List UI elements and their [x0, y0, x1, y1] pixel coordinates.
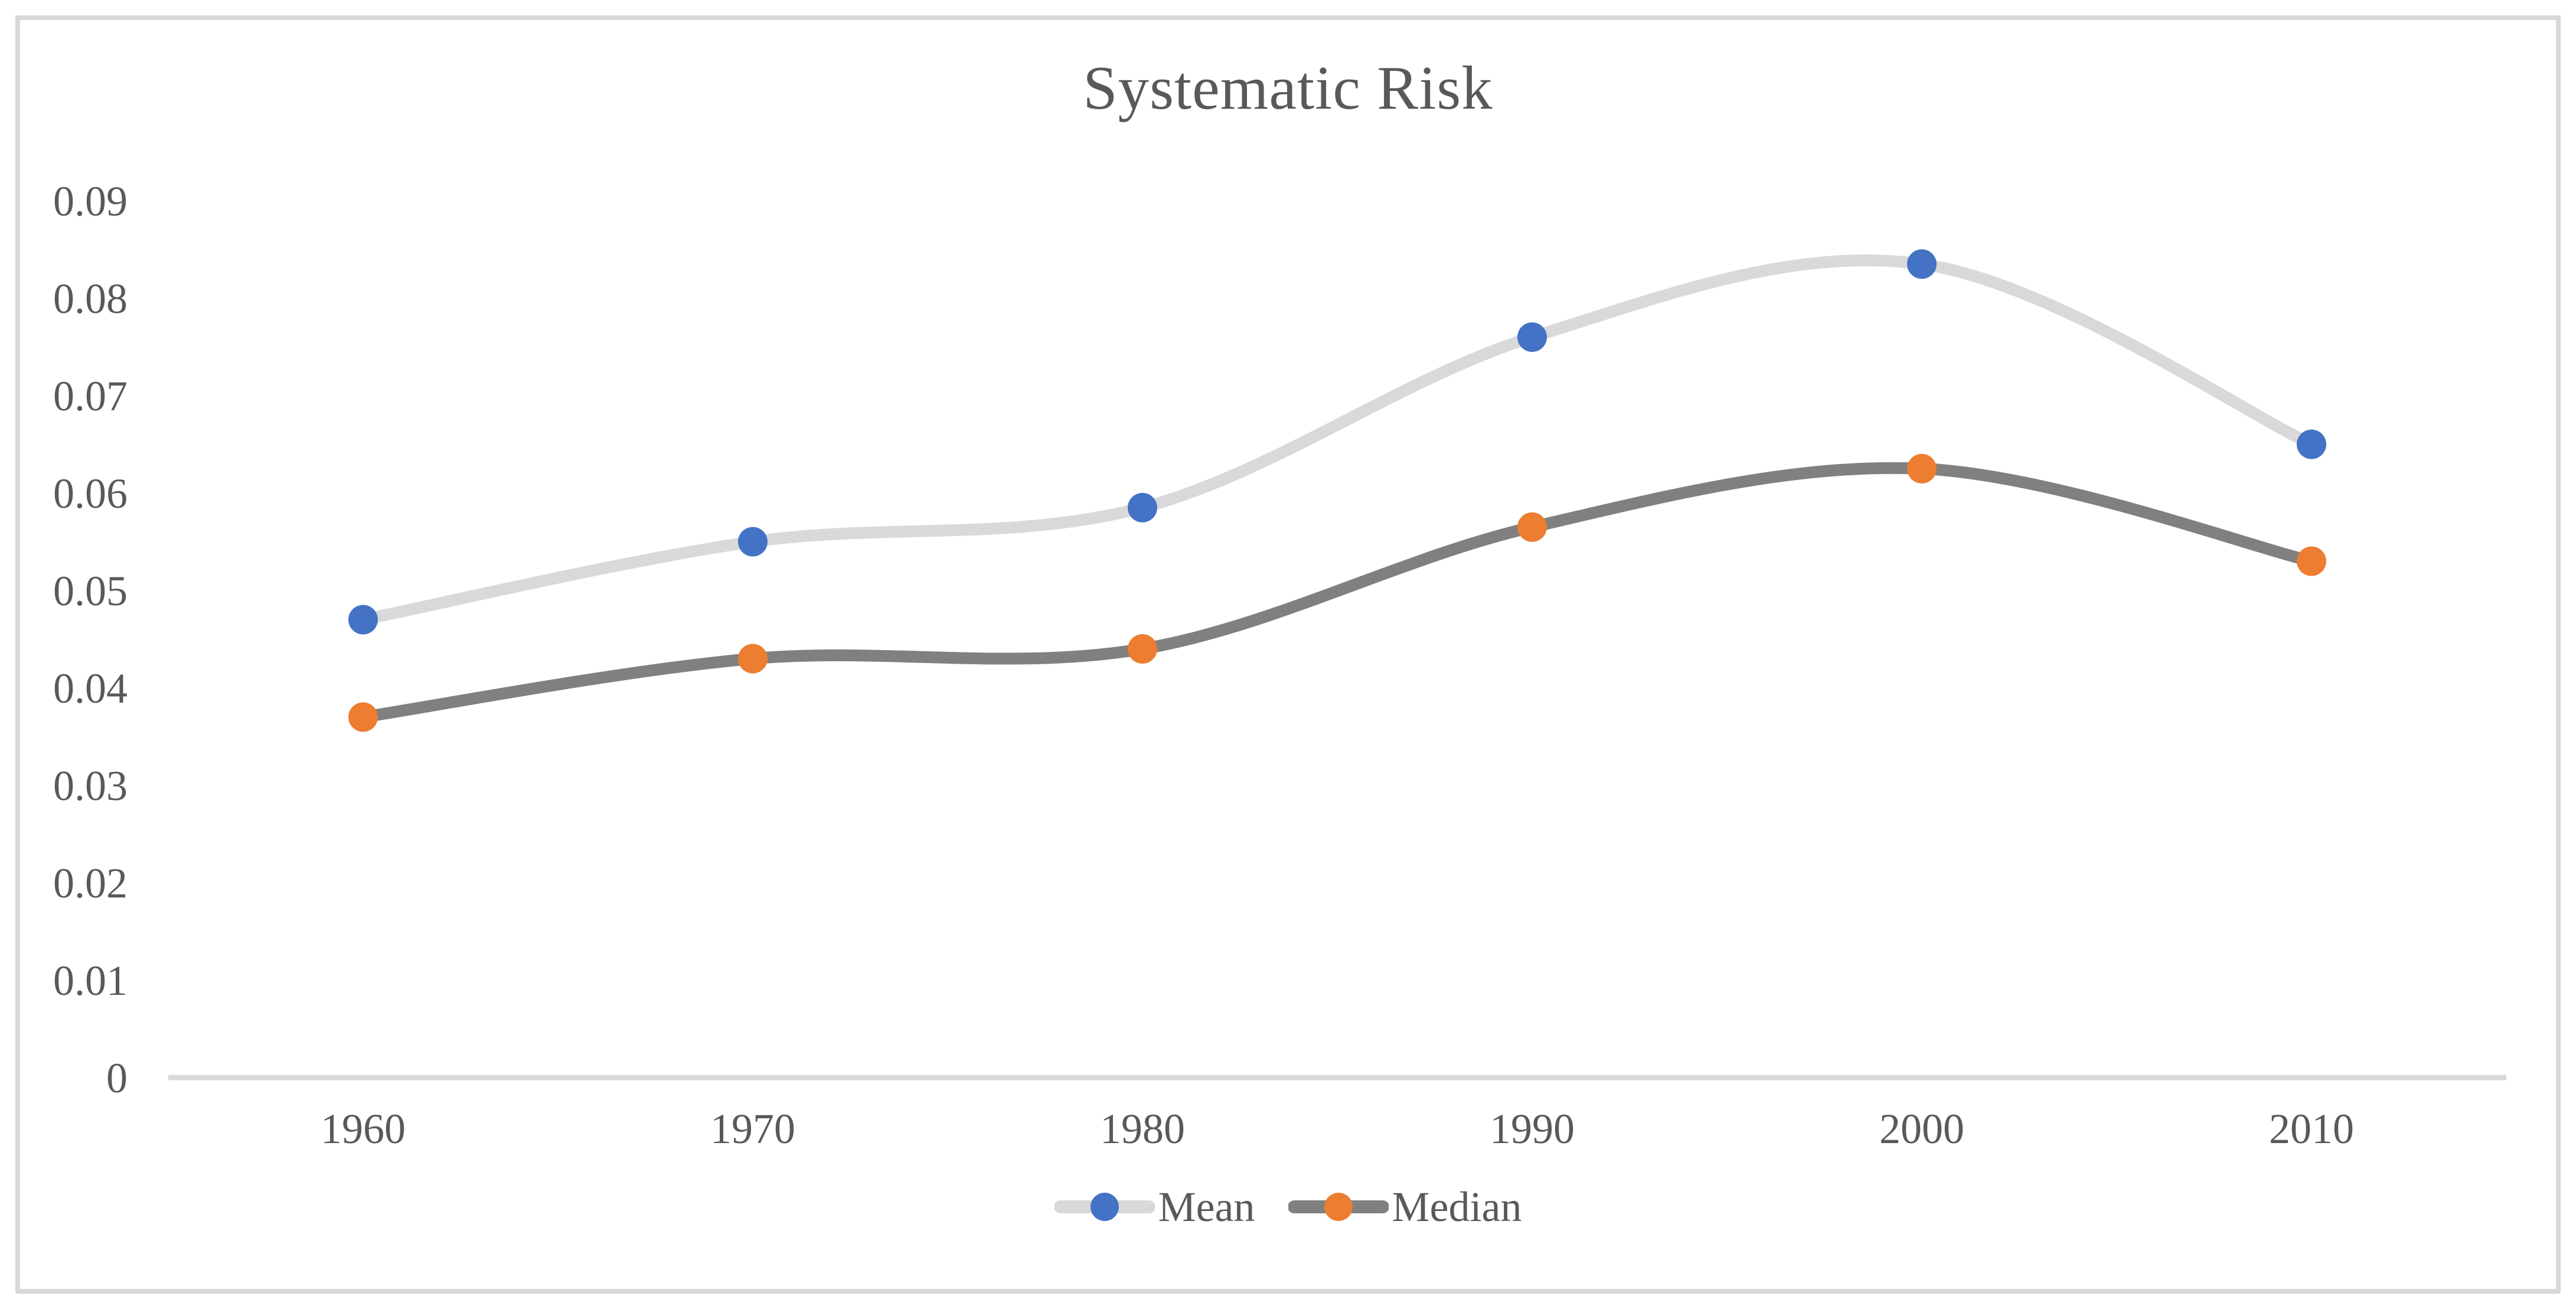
y-tick-label-0.07: 0.07: [53, 373, 128, 420]
legend-marker-mean-icon: [1054, 1193, 1155, 1221]
marker-mean-2000: [1907, 249, 1937, 279]
y-tick-label-0.01: 0.01: [53, 957, 128, 1004]
marker-median-1970: [738, 644, 768, 674]
marker-median-1960: [348, 702, 378, 732]
legend-marker-median-icon: [1288, 1193, 1389, 1221]
legend-item-median[interactable]: Median: [1288, 1186, 1522, 1228]
x-tick-label-1990: 1990: [1490, 1105, 1575, 1153]
x-tick-label-1970: 1970: [710, 1105, 795, 1153]
y-tick-label-0.04: 0.04: [53, 665, 128, 712]
legend-item-mean[interactable]: Mean: [1054, 1186, 1255, 1228]
marker-median-2010: [2297, 546, 2326, 576]
marker-mean-1980: [1128, 492, 1157, 523]
x-tick-label-1980: 1980: [1100, 1105, 1185, 1153]
marker-mean-2010: [2297, 429, 2326, 459]
y-tick-label-0.08: 0.08: [53, 275, 128, 322]
marker-median-1990: [1517, 512, 1547, 542]
y-tick-label-0.02: 0.02: [53, 860, 128, 907]
x-tick-label-2010: 2010: [2269, 1105, 2354, 1153]
chart-title: Systematic Risk: [1083, 53, 1493, 122]
series-line-mean: [357, 254, 2317, 626]
legend-label-median: Median: [1392, 1183, 1522, 1230]
chart-legend: Mean Median: [0, 1186, 2576, 1228]
y-tick-label-0: 0: [106, 1055, 128, 1102]
y-tick-label-0.03: 0.03: [53, 762, 128, 809]
marker-median-2000: [1907, 453, 1937, 484]
y-tick-label-0.05: 0.05: [53, 567, 128, 615]
x-tick-label-2000: 2000: [1879, 1105, 1964, 1153]
series-line-median: [357, 462, 2317, 723]
x-tick-label-1960: 1960: [321, 1105, 406, 1153]
legend-label-mean: Mean: [1158, 1183, 1255, 1230]
marker-mean-1960: [348, 605, 378, 635]
marker-mean-1970: [738, 527, 768, 557]
y-tick-label-0.06: 0.06: [53, 470, 128, 517]
marker-mean-1990: [1517, 322, 1547, 352]
marker-median-1980: [1128, 634, 1157, 664]
y-tick-label-0.09: 0.09: [53, 178, 128, 225]
